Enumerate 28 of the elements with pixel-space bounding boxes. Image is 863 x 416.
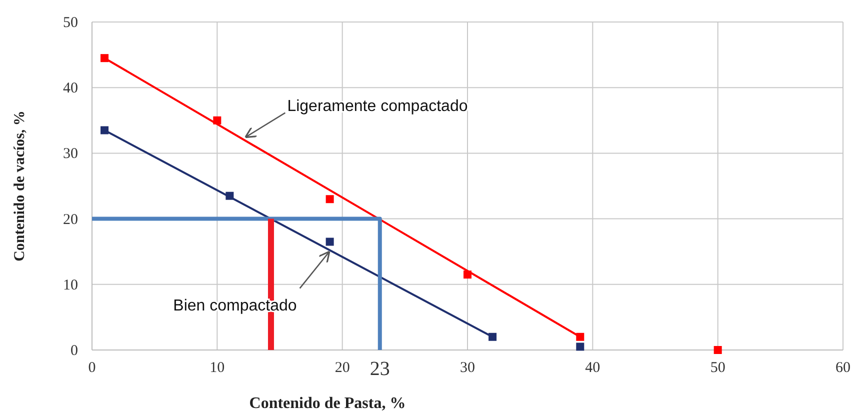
point	[576, 342, 584, 351]
x-tick-label: 20	[334, 360, 350, 376]
y-axis-title: Contenido de vacíos, %	[12, 110, 28, 262]
y-tick-label: 30	[63, 146, 78, 162]
point	[714, 346, 722, 354]
y-tick-label: 20	[63, 212, 78, 228]
point	[488, 332, 497, 341]
annotation: 23	[370, 358, 390, 380]
point	[326, 238, 334, 246]
y-tick-label: 40	[63, 80, 78, 97]
y-tick-label: 10	[63, 277, 78, 294]
point	[576, 332, 584, 341]
point	[226, 192, 234, 200]
point	[464, 270, 472, 279]
x-tick-label: 10	[210, 360, 225, 376]
x-tick-label: 30	[460, 360, 475, 376]
x-axis-title: Contenido de Pasta, %	[249, 395, 406, 412]
point	[326, 195, 334, 204]
x-tick-label: 50	[710, 360, 726, 376]
point	[100, 126, 109, 134]
point	[213, 116, 222, 124]
point	[100, 54, 109, 62]
y-tick-label: 0	[70, 343, 78, 359]
x-tick-label: 40	[585, 360, 600, 376]
y-tick-label: 50	[63, 15, 78, 31]
annotation: Ligeramente compactado	[287, 98, 468, 115]
x-tick-label: 60	[836, 360, 850, 376]
x-tick-label: 0	[88, 360, 96, 376]
